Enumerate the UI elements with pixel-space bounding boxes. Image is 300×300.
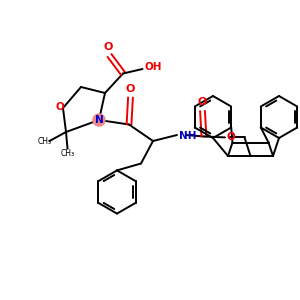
Text: O: O [226, 132, 235, 142]
Text: O: O [126, 84, 135, 94]
Text: CH₃: CH₃ [37, 137, 52, 146]
Text: O: O [55, 102, 64, 112]
Text: N: N [94, 115, 103, 125]
Text: CH₃: CH₃ [60, 149, 75, 158]
Text: O: O [198, 98, 207, 107]
Text: O: O [103, 42, 113, 52]
Text: OH: OH [145, 62, 162, 73]
Circle shape [93, 114, 105, 126]
Text: NH: NH [178, 130, 196, 141]
